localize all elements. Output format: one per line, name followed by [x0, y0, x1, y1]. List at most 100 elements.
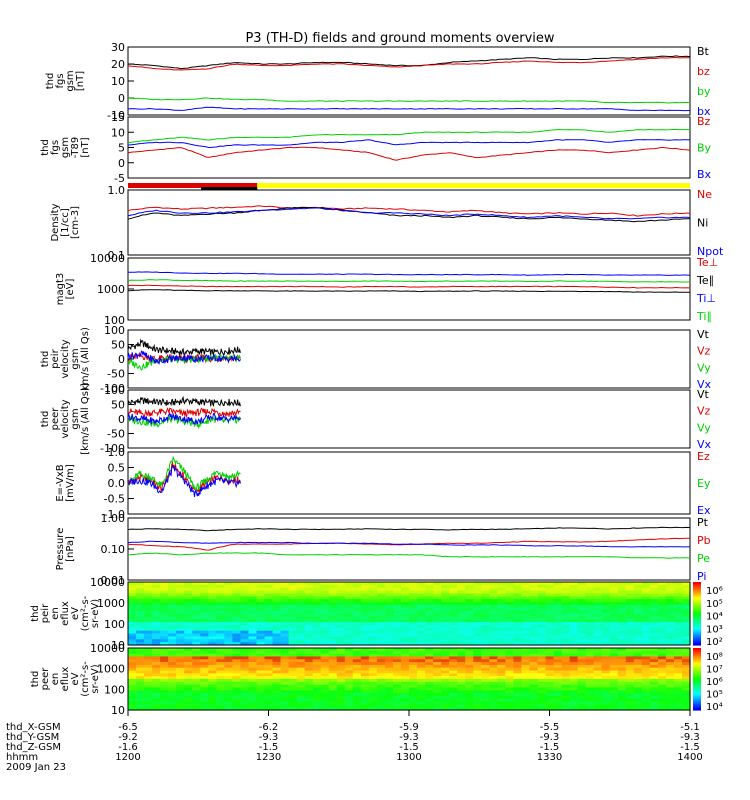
- heatmap-cell: [400, 693, 410, 697]
- heatmap-cell: [160, 636, 169, 640]
- colorbar-cell: [693, 664, 701, 668]
- heatmap-cell: [232, 693, 241, 697]
- heatmap-cell: [433, 650, 442, 655]
- heatmap-cell: [425, 582, 434, 586]
- heatmap-cell: [264, 684, 274, 689]
- heatmap-cell: [248, 616, 258, 620]
- heatmap-cell: [296, 662, 306, 666]
- heatmap-cell: [144, 633, 153, 638]
- heatmap-cell: [240, 627, 250, 632]
- heatmap-cell: [384, 656, 394, 660]
- heatmap-cell: [513, 695, 522, 700]
- heatmap-cell: [216, 648, 225, 652]
- heatmap-cell: [561, 584, 571, 589]
- heatmap-cell: [344, 642, 354, 646]
- heatmap-cell: [537, 602, 547, 606]
- heatmap-cell: [641, 596, 651, 600]
- heatmap-cell: [352, 659, 362, 663]
- heatmap-cell: [256, 698, 266, 703]
- heatmap-cell: [200, 676, 209, 680]
- heatmap-cell: [681, 627, 691, 632]
- heatmap-cell: [465, 656, 474, 660]
- heatmap-cell: [681, 584, 691, 589]
- heatmap-cell: [681, 624, 691, 629]
- y-axis-label: thdpeirvelocitygsmkm/s (All Qs): [40, 327, 91, 391]
- heatmap-cell: [577, 602, 587, 606]
- heatmap-cell: [505, 687, 514, 691]
- heatmap-cell: [465, 690, 474, 694]
- heatmap-cell: [633, 607, 643, 612]
- heatmap-cell: [617, 602, 627, 606]
- heatmap-cell: [272, 681, 282, 686]
- heatmap-cell: [449, 587, 458, 592]
- heatmap-cell: [569, 701, 579, 705]
- heatmap-cell: [513, 633, 522, 638]
- heatmap-cell: [176, 624, 185, 629]
- heatmap-cell: [537, 587, 547, 592]
- heatmap-cell: [328, 693, 338, 697]
- colorbar-cell: [693, 676, 701, 680]
- heatmap-cell: [304, 622, 314, 626]
- heatmap-cell: [537, 610, 547, 615]
- heatmap-cell: [344, 599, 354, 603]
- heatmap-cell: [272, 627, 282, 632]
- heatmap-cell: [384, 630, 394, 635]
- heatmap-cell: [336, 607, 346, 612]
- heatmap-cell: [200, 627, 209, 632]
- heatmap-cell: [649, 619, 659, 623]
- colorbar-cell: [693, 693, 701, 697]
- heatmap-cell: [569, 670, 579, 674]
- heatmap-cell: [633, 687, 643, 691]
- heatmap-cell: [449, 604, 458, 609]
- heatmap-cell: [657, 693, 667, 697]
- heatmap-cell: [665, 664, 675, 669]
- heatmap-cell: [649, 656, 659, 660]
- heatmap-cell: [336, 704, 346, 708]
- heatmap-cell: [641, 633, 651, 638]
- heatmap-cell: [192, 687, 201, 691]
- heatmap-cell: [497, 593, 506, 597]
- heatmap-cell: [417, 656, 426, 660]
- heatmap-cell: [521, 590, 531, 595]
- heatmap-cell: [368, 607, 378, 612]
- heatmap-cell: [513, 701, 522, 705]
- heatmap-cell: [328, 667, 338, 672]
- heatmap-cell: [376, 701, 386, 705]
- heatmap-cell: [288, 604, 298, 609]
- heatmap-cell: [384, 590, 394, 595]
- heatmap-cell: [457, 642, 466, 646]
- heatmap-cell: [417, 633, 426, 638]
- heatmap-cell: [352, 656, 362, 660]
- heatmap-cell: [513, 687, 522, 691]
- heatmap-cell: [481, 624, 490, 629]
- heatmap-cell: [392, 633, 402, 638]
- heatmap-cell: [288, 619, 298, 623]
- heatmap-cell: [248, 593, 258, 597]
- heatmap-cell: [264, 619, 274, 623]
- heatmap-cell: [272, 707, 282, 711]
- heatmap-cell: [513, 704, 522, 708]
- heatmap-cell: [240, 602, 250, 606]
- heatmap-cell: [417, 690, 426, 694]
- heatmap-cell: [649, 633, 659, 638]
- heatmap-cell: [505, 590, 514, 595]
- heatmap-cell: [585, 707, 595, 711]
- heatmap-cell: [465, 648, 474, 652]
- colorbar-cell: [693, 607, 701, 610]
- heatmap-cell: [152, 639, 161, 643]
- heatmap-cell: [441, 622, 450, 626]
- heatmap-cell: [400, 616, 410, 620]
- heatmap-cell: [497, 704, 506, 708]
- heatmap-cell: [617, 673, 627, 677]
- heatmap-cell: [537, 662, 547, 666]
- heatmap-cell: [537, 656, 547, 660]
- heatmap-cell: [593, 681, 603, 686]
- heatmap-cell: [192, 599, 201, 603]
- heatmap-cell: [336, 690, 346, 694]
- series-line-Bt: [127, 55, 691, 70]
- heatmap-cell: [665, 627, 675, 632]
- heatmap-cell: [224, 698, 233, 703]
- heatmap-cell: [473, 648, 482, 652]
- heatmap-cell: [240, 593, 250, 597]
